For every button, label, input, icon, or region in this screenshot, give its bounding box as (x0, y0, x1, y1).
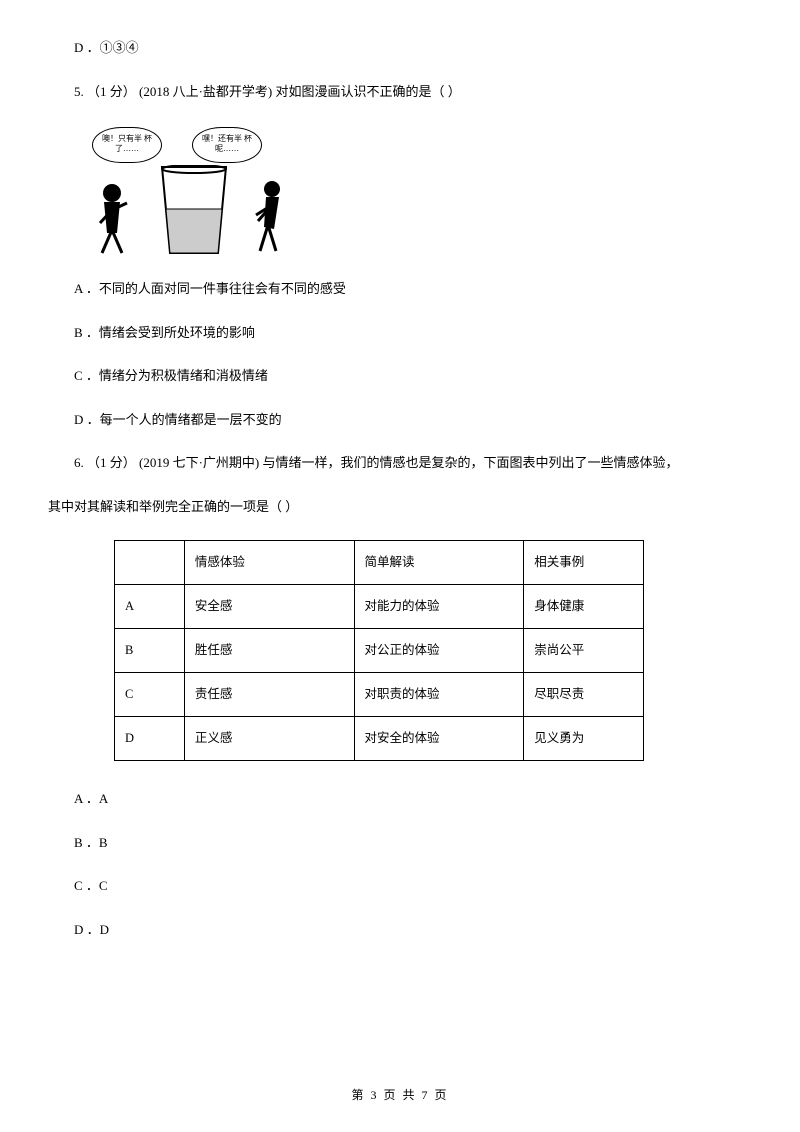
q6-stem-line2: 其中对其解读和举例完全正确的一项是（ ） (48, 497, 752, 517)
glass-icon (154, 165, 234, 255)
q5-option-a: A ．不同的人面对同一件事往往会有不同的感受 (48, 279, 752, 299)
q6-stem-line1: 6. （1 分） (2019 七下·广州期中) 与情绪一样，我们的情感也是复杂的… (48, 453, 752, 473)
th-blank (115, 541, 185, 585)
cell: 见义勇为 (524, 717, 644, 761)
cell: 崇尚公平 (524, 629, 644, 673)
person-right-icon (254, 175, 294, 255)
q5-stem: 5. （1 分） (2018 八上·盐都开学考) 对如图漫画认识不正确的是（ ） (48, 82, 752, 102)
page-footer: 第 3 页 共 7 页 (0, 1086, 800, 1104)
th-experience: 情感体验 (184, 541, 354, 585)
cell: 对职责的体验 (354, 673, 524, 717)
th-example: 相关事例 (524, 541, 644, 585)
cell: 正义感 (184, 717, 354, 761)
q6-option-d: D ．D (48, 920, 752, 940)
cell: 身体健康 (524, 585, 644, 629)
cell: 对公正的体验 (354, 629, 524, 673)
table-row: D 正义感 对安全的体验 见义勇为 (115, 717, 644, 761)
th-interpret: 简单解读 (354, 541, 524, 585)
cell: C (115, 673, 185, 717)
q6-table: 情感体验 简单解读 相关事例 A 安全感 对能力的体验 身体健康 B 胜任感 对… (114, 540, 752, 761)
cell: 尽职尽责 (524, 673, 644, 717)
q6-option-b: B ．B (48, 833, 752, 853)
cell: 对安全的体验 (354, 717, 524, 761)
cell: 责任感 (184, 673, 354, 717)
person-left-icon (92, 175, 132, 255)
speech-bubble-right: 嘿！还有半 杯呢…… (192, 127, 262, 163)
q5-option-d: D ．每一个人的情绪都是一层不变的 (48, 410, 752, 430)
cell: D (115, 717, 185, 761)
q6-option-a: A ．A (48, 789, 752, 809)
table-row: C 责任感 对职责的体验 尽职尽责 (115, 673, 644, 717)
q5-cartoon: 噢！只有半 杯了…… 嘿！还有半 杯呢…… (92, 125, 312, 255)
table-header-row: 情感体验 简单解读 相关事例 (115, 541, 644, 585)
cell: A (115, 585, 185, 629)
q5-option-c: C ．情绪分为积极情绪和消极情绪 (48, 366, 752, 386)
cell: 对能力的体验 (354, 585, 524, 629)
table-row: A 安全感 对能力的体验 身体健康 (115, 585, 644, 629)
q6-option-c: C ．C (48, 876, 752, 896)
q5-option-b: B ．情绪会受到所处环境的影响 (48, 323, 752, 343)
cell: 胜任感 (184, 629, 354, 673)
speech-bubble-left: 噢！只有半 杯了…… (92, 127, 162, 163)
prev-option-d: D ．①③④ (48, 38, 752, 58)
cell: B (115, 629, 185, 673)
table-row: B 胜任感 对公正的体验 崇尚公平 (115, 629, 644, 673)
cell: 安全感 (184, 585, 354, 629)
